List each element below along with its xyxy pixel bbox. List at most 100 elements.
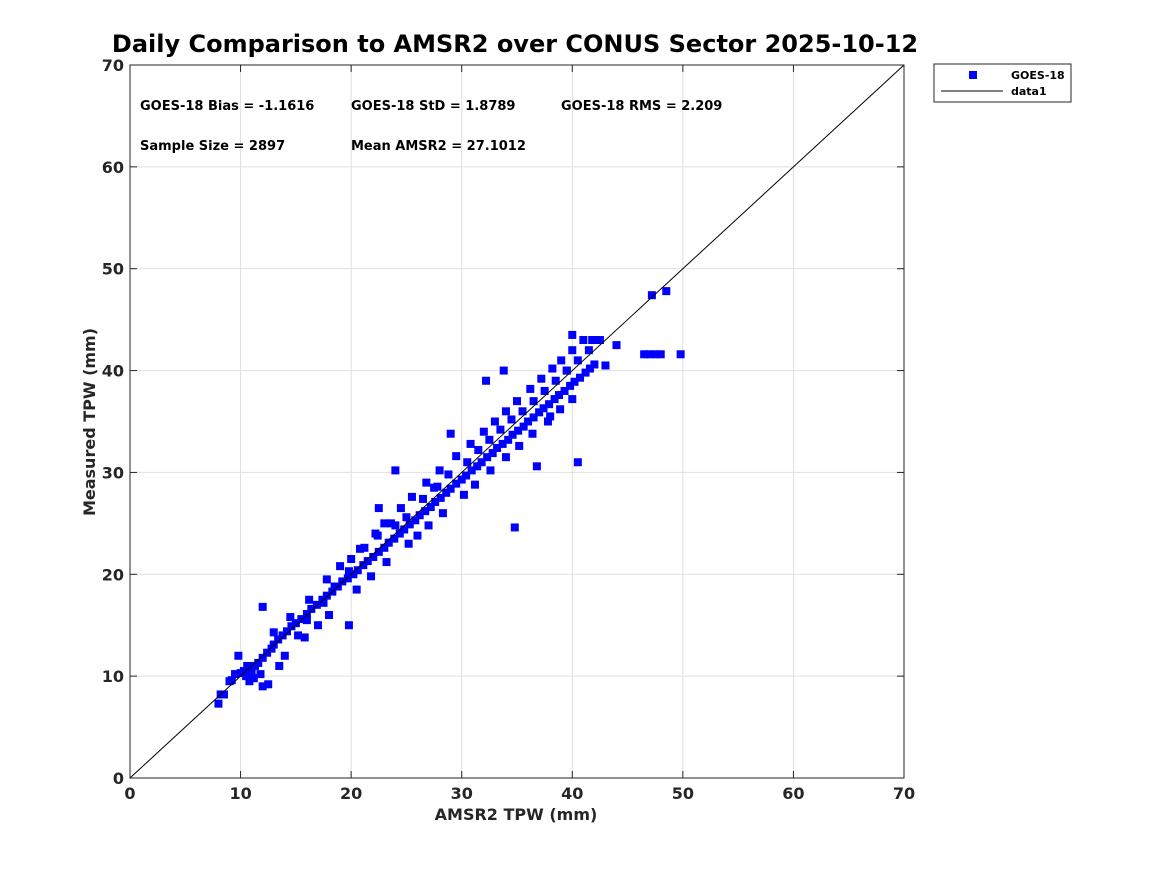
plot-border [129,64,905,779]
scatter-point [242,672,251,681]
scatter-point [562,366,571,375]
scatter-point [590,360,599,369]
scatter-point [297,615,306,624]
scatter-point [258,653,267,662]
scatter-point [584,346,593,355]
scatter-point [501,407,510,416]
x-tick-label: 70 [893,784,915,803]
scatter-point [535,408,544,417]
scatter-point [556,405,565,414]
scatter-point [278,631,287,640]
scatter-point [338,577,347,586]
scatter-point [501,453,510,462]
plot-area: 0 10 20 30 40 50 60 70 0 10 20 30 40 50 60 70 [102,56,915,803]
scatter-point [528,429,537,438]
scatter-point [395,529,404,538]
scatter-point [431,497,440,506]
scatter-point [312,600,321,609]
scatter-point [560,386,569,395]
scatter-point [532,462,541,471]
axis-ticks: 0 10 20 30 40 50 60 70 0 10 20 30 40 50 60 70 [102,56,915,803]
scatter-point [676,350,685,359]
scatter-point [355,544,364,553]
scatter-point [391,466,400,475]
scatter-point [486,466,495,475]
scatter-point [513,397,521,406]
scatter-point [640,350,649,359]
y-tick-label: 20 [102,565,124,584]
scatter-point [510,523,519,532]
scatter-point [545,400,554,409]
scatter-point [386,519,395,528]
scatter-point [280,651,289,660]
scatter-point [367,572,376,581]
scatter-point [498,439,507,448]
scatter-point [493,443,502,452]
scatter-point [382,558,391,567]
scatter-markers [214,287,685,708]
scatter-point [302,610,311,619]
x-tick-label: 50 [672,784,694,803]
chart-title: Daily Comparison to AMSR2 over CONUS Sec… [112,30,918,58]
scatter-point [344,567,353,576]
scatter-point [214,699,223,708]
scatter-point [322,575,331,584]
scatter-point [573,356,582,365]
scatter-point [601,361,610,370]
scatter-point [519,422,528,431]
scatter-point [529,413,538,422]
scatter-point [444,470,453,479]
scatter-point [543,417,552,426]
scatter-point [463,458,472,467]
scatter-point [349,570,358,579]
scatter-point [442,488,451,497]
mean-amsr2-annotation: Mean AMSR2 = 27.1012 [351,139,526,154]
scatter-point [656,350,665,359]
y-tick-label: 60 [102,158,124,177]
scatter-point [662,287,671,296]
scatter-point [424,521,433,530]
scatter-point [267,644,276,653]
scatter-point [479,427,488,436]
scatter-point [490,417,499,426]
scatter-point [330,582,339,591]
scatter-point [380,543,389,552]
scatter-point [436,493,445,502]
x-tick-label: 40 [561,784,583,803]
scatter-point [369,552,378,561]
scatter-point [269,628,278,637]
scatter-point [524,417,533,426]
scatter-point [313,621,322,630]
legend-label-goes18: GOES-18 [1011,69,1065,82]
scatter-point [384,538,393,547]
x-tick-label: 20 [340,784,362,803]
scatter-point [452,479,461,488]
x-tick-label: 30 [451,784,473,803]
scatter-point [446,484,455,493]
scatter-point [360,543,369,552]
scatter-point [343,574,352,583]
scatter-point [588,336,597,345]
scatter-point [555,391,564,400]
scatter-point [421,507,430,516]
scatter-point [568,330,577,339]
legend-marker-square-icon [969,71,977,79]
scatter-point [286,613,295,622]
scatter-point [508,430,517,439]
y-tick-label: 10 [102,667,124,686]
scatter-point [264,680,273,689]
scatter-point [352,585,361,594]
scatter-point [239,667,248,676]
scatter-point [391,521,400,530]
scatter-point [573,458,582,467]
y-tick-label: 0 [113,769,124,788]
scatter-point [322,591,331,600]
scatter-point [540,386,549,395]
scatter-point [217,690,226,699]
x-tick-label: 10 [229,784,251,803]
scatter-point [438,509,447,518]
scatter-point [302,616,311,625]
scatter-point [462,471,471,480]
scatter-point [336,562,345,571]
scatter-point [344,621,353,630]
